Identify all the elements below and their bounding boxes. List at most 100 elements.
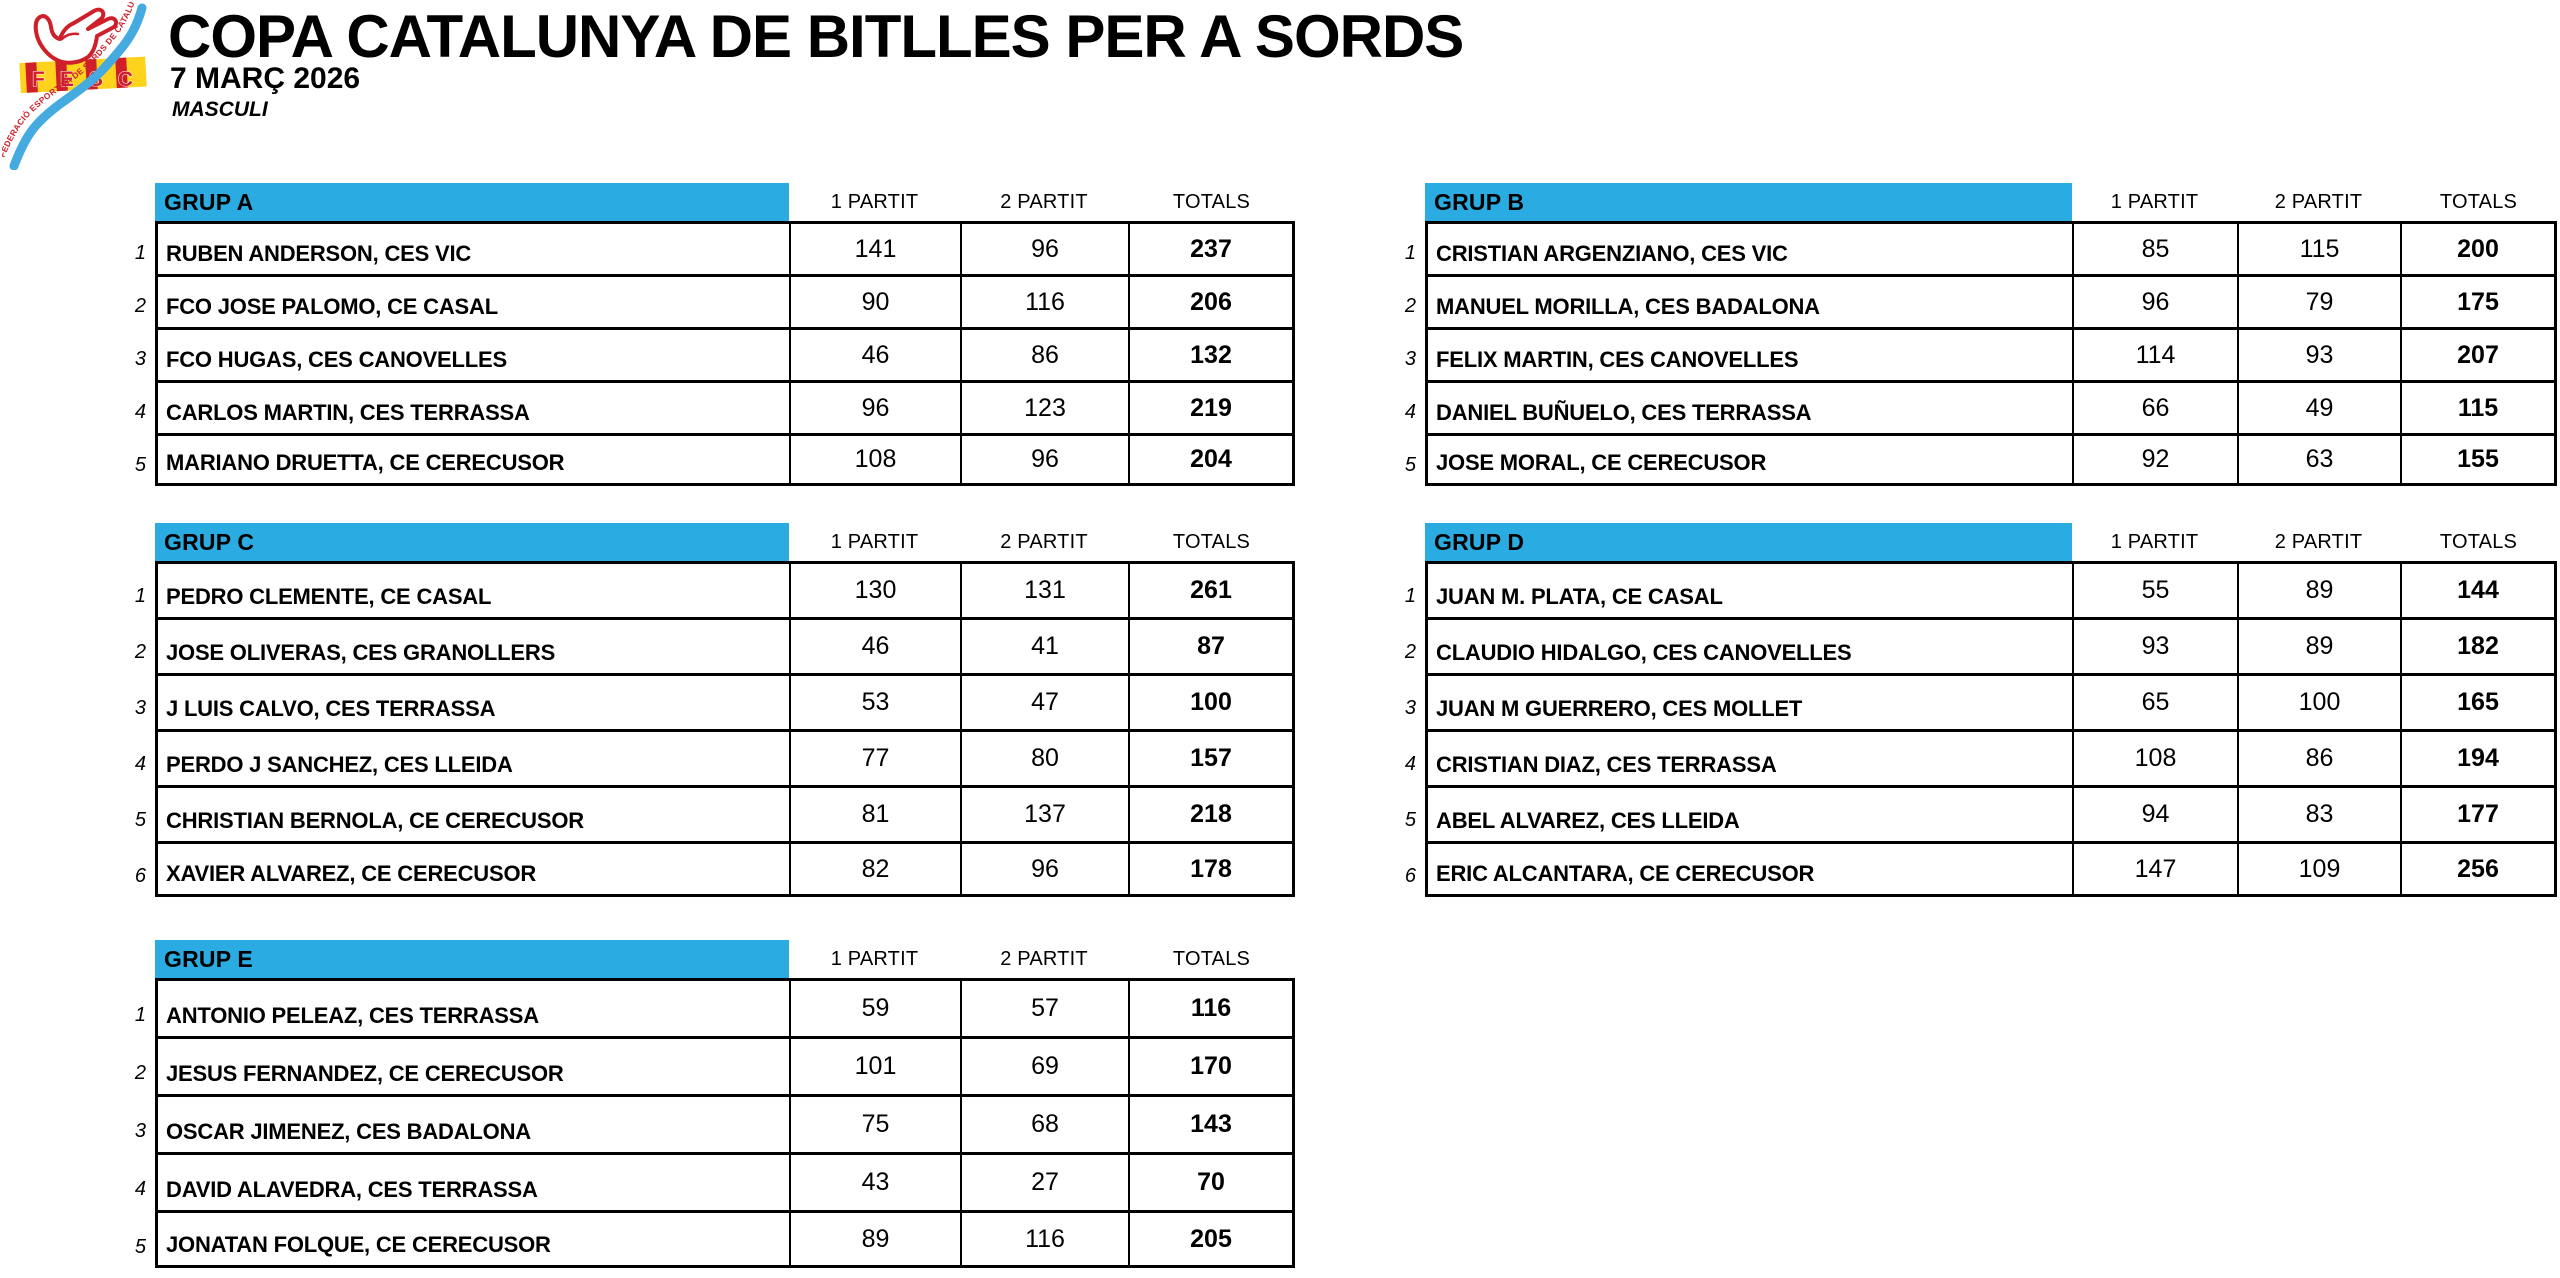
score-partit2: 79 [2237, 274, 2400, 327]
row-rank: 5 [1404, 454, 1416, 476]
score-total: 157 [1128, 729, 1295, 785]
score-partit1: 130 [789, 561, 960, 617]
table-row: 1 CRISTIAN ARGENZIANO, CES VIC 85 115 20… [1389, 221, 2557, 274]
score-partit2: 41 [960, 617, 1128, 673]
column-header: 2 PARTIT [2274, 530, 2363, 553]
player-name: CRISTIAN DIAZ, CES TERRASSA [1425, 729, 2072, 785]
player-name: CRISTIAN ARGENZIANO, CES VIC [1425, 221, 2072, 274]
row-rank: 1 [1404, 585, 1416, 607]
table-row: 5 JOSE MORAL, CE CERECUSOR 92 63 155 [1389, 433, 2557, 486]
group-header-row: GRUP A 1 PARTIT 2 PARTIT TOTALS [119, 183, 1295, 221]
score-total: 218 [1128, 785, 1295, 841]
table-row: 2 JOSE OLIVERAS, CES GRANOLLERS 46 41 87 [119, 617, 1295, 673]
player-name: CHRISTIAN BERNOLA, CE CERECUSOR [155, 785, 789, 841]
player-name: CARLOS MARTIN, CES TERRASSA [155, 380, 789, 433]
row-rank: 3 [1404, 697, 1416, 719]
score-partit1: 75 [789, 1094, 960, 1152]
player-name: CLAUDIO HIDALGO, CES CANOVELLES [1425, 617, 2072, 673]
score-partit1: 46 [789, 327, 960, 380]
player-name: PERDO J SANCHEZ, CES LLEIDA [155, 729, 789, 785]
player-name: FELIX MARTIN, CES CANOVELLES [1425, 327, 2072, 380]
row-rank: 5 [134, 809, 146, 831]
column-header: 2 PARTIT [2274, 190, 2363, 213]
score-partit1: 77 [789, 729, 960, 785]
table-row: 5 CHRISTIAN BERNOLA, CE CERECUSOR 81 137… [119, 785, 1295, 841]
score-partit2: 57 [960, 978, 1128, 1036]
row-rank: 2 [1404, 641, 1416, 663]
gutter [119, 523, 155, 561]
score-total: 170 [1128, 1036, 1295, 1094]
player-name: DAVID ALAVEDRA, CES TERRASSA [155, 1152, 789, 1210]
score-partit1: 92 [2072, 433, 2237, 486]
group-rows: 1 ANTONIO PELEAZ, CES TERRASSA 59 57 116… [119, 978, 1295, 1268]
column-header: TOTALS [2439, 190, 2518, 213]
score-total: 175 [2400, 274, 2557, 327]
score-partit1: 46 [789, 617, 960, 673]
score-partit2: 100 [2237, 673, 2400, 729]
score-partit2: 47 [960, 673, 1128, 729]
score-partit1: 108 [2072, 729, 2237, 785]
score-total: 261 [1128, 561, 1295, 617]
group-title: GRUP B [1425, 183, 2072, 221]
player-name: JUAN M. PLATA, CE CASAL [1425, 561, 2072, 617]
table-row: 2 JESUS FERNANDEZ, CE CERECUSOR 101 69 1… [119, 1036, 1295, 1094]
table-row: 1 RUBEN ANDERSON, CES VIC 141 96 237 [119, 221, 1295, 274]
score-partit2: 49 [2237, 380, 2400, 433]
score-partit1: 147 [2072, 841, 2237, 897]
score-partit2: 68 [960, 1094, 1128, 1152]
group-rows: 1 PEDRO CLEMENTE, CE CASAL 130 131 261 2… [119, 561, 1295, 897]
row-rank: 4 [134, 1178, 146, 1200]
hand-sign-icon [33, 7, 119, 65]
row-rank: 1 [134, 1004, 146, 1026]
score-total: 155 [2400, 433, 2557, 486]
score-partit2: 116 [960, 1210, 1128, 1268]
row-rank: 3 [134, 348, 146, 370]
table-row: 3 J LUIS CALVO, CES TERRASSA 53 47 100 [119, 673, 1295, 729]
score-partit1: 114 [2072, 327, 2237, 380]
score-total: 206 [1128, 274, 1295, 327]
score-total: 182 [2400, 617, 2557, 673]
score-partit2: 137 [960, 785, 1128, 841]
player-name: FCO JOSE PALOMO, CE CASAL [155, 274, 789, 327]
score-partit2: 89 [2237, 561, 2400, 617]
row-rank: 2 [134, 641, 146, 663]
score-partit2: 131 [960, 561, 1128, 617]
player-name: JUAN M GUERRERO, CES MOLLET [1425, 673, 2072, 729]
row-rank: 3 [1404, 348, 1416, 370]
group-header-row: GRUP B 1 PARTIT 2 PARTIT TOTALS [1389, 183, 2557, 221]
score-partit1: 89 [789, 1210, 960, 1268]
score-total: 115 [2400, 380, 2557, 433]
group-table: GRUP E 1 PARTIT 2 PARTIT TOTALS 1 ANTONI… [119, 940, 1295, 1268]
player-name: JONATAN FOLQUE, CE CERECUSOR [155, 1210, 789, 1268]
row-rank: 4 [134, 401, 146, 423]
score-partit2: 123 [960, 380, 1128, 433]
score-partit1: 141 [789, 221, 960, 274]
table-row: 5 MARIANO DRUETTA, CE CERECUSOR 108 96 2… [119, 433, 1295, 486]
player-name: MANUEL MORILLA, CES BADALONA [1425, 274, 2072, 327]
player-name: OSCAR JIMENEZ, CES BADALONA [155, 1094, 789, 1152]
player-name: JOSE OLIVERAS, CES GRANOLLERS [155, 617, 789, 673]
row-rank: 6 [134, 865, 146, 887]
score-total: 200 [2400, 221, 2557, 274]
row-rank: 2 [1404, 295, 1416, 317]
group-title: GRUP C [155, 523, 789, 561]
score-total: 194 [2400, 729, 2557, 785]
score-total: 178 [1128, 841, 1295, 897]
score-partit1: 85 [2072, 221, 2237, 274]
table-row: 4 DAVID ALAVEDRA, CES TERRASSA 43 27 70 [119, 1152, 1295, 1210]
score-partit1: 59 [789, 978, 960, 1036]
column-header: TOTALS [1172, 947, 1251, 970]
player-name: RUBEN ANDERSON, CES VIC [155, 221, 789, 274]
table-row: 3 FCO HUGAS, CES CANOVELLES 46 86 132 [119, 327, 1295, 380]
row-rank: 4 [134, 753, 146, 775]
logo-swoosh [9, 3, 147, 170]
score-total: 205 [1128, 1210, 1295, 1268]
score-partit1: 82 [789, 841, 960, 897]
table-row: 6 XAVIER ALVAREZ, CE CERECUSOR 82 96 178 [119, 841, 1295, 897]
player-name: XAVIER ALVAREZ, CE CERECUSOR [155, 841, 789, 897]
score-partit2: 96 [960, 433, 1128, 486]
table-row: 5 ABEL ALVAREZ, CES LLEIDA 94 83 177 [1389, 785, 2557, 841]
table-row: 4 PERDO J SANCHEZ, CES LLEIDA 77 80 157 [119, 729, 1295, 785]
player-name: DANIEL BUÑUELO, CES TERRASSA [1425, 380, 2072, 433]
